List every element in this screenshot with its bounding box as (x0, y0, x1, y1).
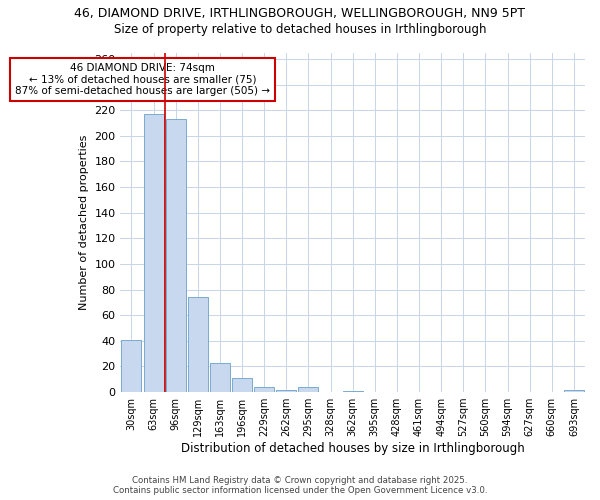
Bar (166, 119, 185, 392)
Bar (210, 362, 230, 392)
Bar (232, 378, 252, 392)
Text: 46 DIAMOND DRIVE: 74sqm
← 13% of detached houses are smaller (75)
87% of semi-de: 46 DIAMOND DRIVE: 74sqm ← 13% of detache… (15, 63, 270, 96)
Bar (143, 114, 164, 392)
Bar (254, 387, 274, 392)
Text: 46, DIAMOND DRIVE, IRTHLINGBOROUGH, WELLINGBOROUGH, NN9 5PT: 46, DIAMOND DRIVE, IRTHLINGBOROUGH, WELL… (74, 8, 526, 20)
X-axis label: Distribution of detached houses by size in Irthlingborough: Distribution of detached houses by size … (181, 442, 524, 455)
Bar (564, 390, 584, 392)
Y-axis label: Number of detached properties: Number of detached properties (79, 134, 89, 310)
Bar (188, 298, 208, 392)
Bar (121, 340, 142, 392)
Text: Size of property relative to detached houses in Irthlingborough: Size of property relative to detached ho… (114, 22, 486, 36)
Text: Contains HM Land Registry data © Crown copyright and database right 2025.
Contai: Contains HM Land Registry data © Crown c… (113, 476, 487, 495)
Bar (298, 387, 319, 392)
Bar (277, 390, 296, 392)
Bar (343, 391, 362, 392)
